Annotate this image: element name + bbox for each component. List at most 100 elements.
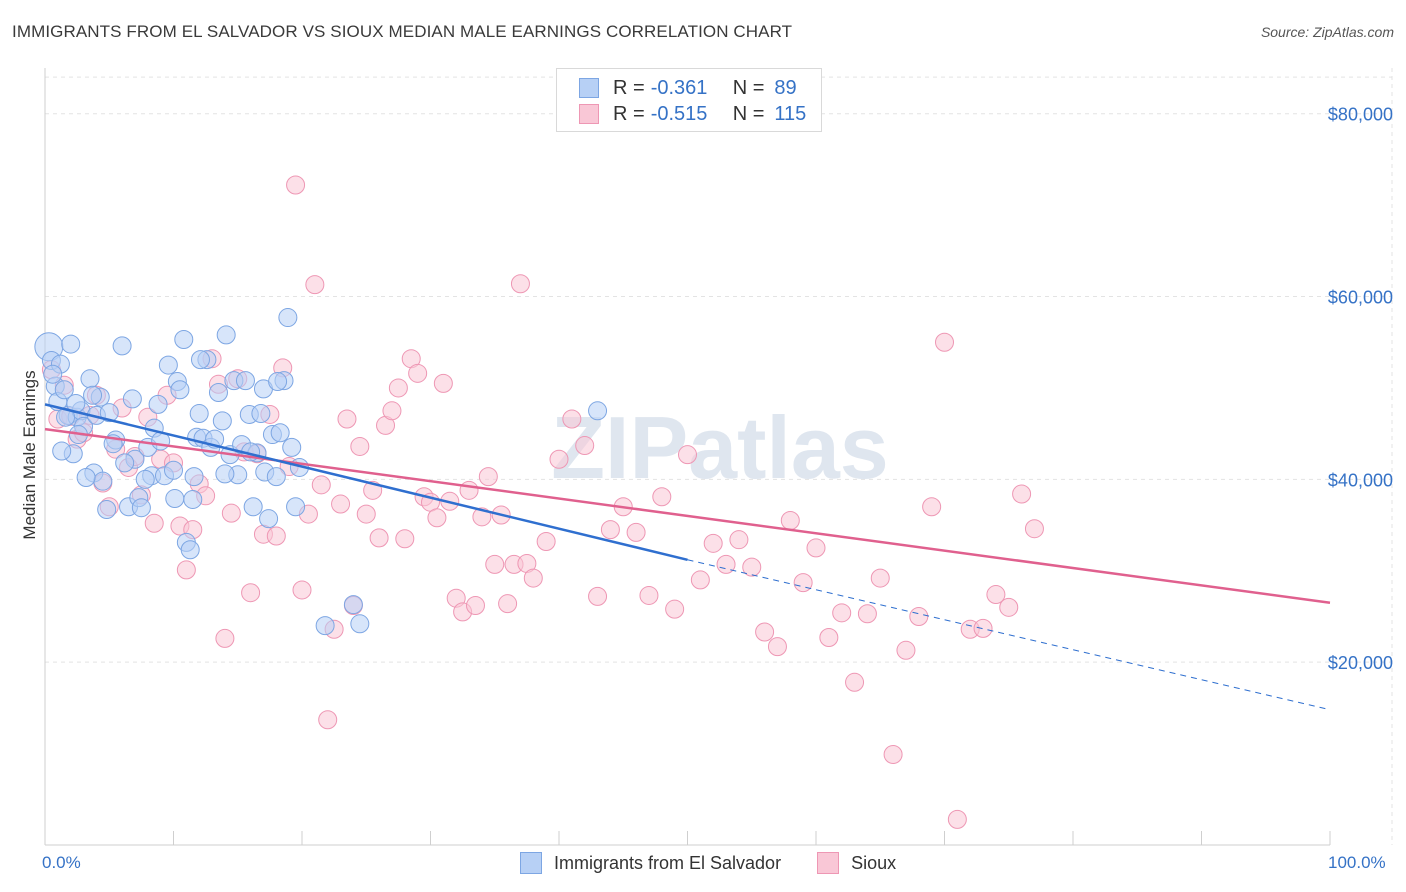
sioux-point <box>896 640 916 660</box>
sioux-point <box>832 603 852 623</box>
n-label: N = <box>732 103 765 125</box>
sioux-point <box>639 585 659 605</box>
el-salvador-point <box>268 372 288 392</box>
r-value: -0.515 <box>650 103 708 125</box>
sioux-point <box>549 449 569 469</box>
sioux-point <box>935 332 954 352</box>
sioux-point <box>999 597 1019 617</box>
legend-swatch-blue <box>520 852 542 874</box>
el-salvador-point <box>243 497 263 517</box>
legend: Immigrants from El Salvador Sioux <box>520 852 932 874</box>
sioux-point <box>523 568 543 588</box>
el-salvador-point <box>190 350 210 370</box>
el-salvador-trend-dashed <box>687 559 1331 711</box>
el-salvador-point <box>215 464 235 484</box>
x-tick-label-max: 100.0% <box>1328 853 1386 872</box>
sioux-point <box>510 274 530 294</box>
sioux-point <box>806 538 826 558</box>
sioux-point <box>703 533 723 553</box>
el-salvador-point <box>180 540 200 560</box>
y-tick-label: $60,000 <box>1328 288 1393 308</box>
sioux-point <box>498 594 518 614</box>
sioux-point <box>626 522 646 542</box>
trend-lines <box>44 403 1331 711</box>
sioux-point <box>318 710 338 730</box>
el-salvador-point <box>165 489 185 509</box>
sioux-point <box>485 554 505 574</box>
sioux-point <box>176 560 196 580</box>
sioux-point <box>819 627 839 647</box>
el-salvador-point <box>216 325 236 345</box>
sioux-point <box>742 557 762 577</box>
sioux-point <box>1012 484 1032 504</box>
sioux-point <box>331 494 351 514</box>
legend-swatch-pink <box>817 852 840 874</box>
sioux-point <box>652 487 672 507</box>
sioux-point <box>986 585 1006 605</box>
sioux-point <box>395 529 415 549</box>
el-salvador-point <box>43 364 63 384</box>
sioux-point <box>665 599 685 619</box>
watermark: ZIPatlas <box>551 398 888 497</box>
el-salvador-point <box>212 411 232 431</box>
el-salvador-point <box>112 336 132 356</box>
sioux-point <box>973 618 993 638</box>
sioux-point <box>433 373 453 393</box>
sioux-point <box>388 378 408 398</box>
el-salvador-point <box>189 404 209 424</box>
el-salvador-point <box>54 380 74 400</box>
sioux-point <box>286 175 306 195</box>
el-salvador-trend-line <box>44 403 688 562</box>
n-value: 89 <box>774 77 797 99</box>
sioux-point <box>909 606 929 626</box>
el-salvador-point <box>315 616 335 636</box>
sioux-trend-line <box>44 427 1331 604</box>
sioux-point <box>870 568 890 588</box>
el-salvador-point <box>80 369 100 389</box>
sioux-point <box>337 409 357 429</box>
el-salvador-point <box>183 489 203 509</box>
sioux-point <box>678 445 697 465</box>
sioux-point <box>350 436 370 456</box>
axes <box>44 68 1331 846</box>
sioux-point <box>311 475 331 495</box>
sioux-point <box>382 401 402 421</box>
sioux-point <box>215 628 235 648</box>
el-salvador-point <box>52 441 72 461</box>
sioux-point <box>729 530 749 550</box>
r-value: -0.361 <box>650 77 708 99</box>
sioux-point <box>292 580 312 600</box>
el-salvador-point <box>148 394 168 414</box>
sioux-point <box>562 409 582 429</box>
el-salvador-point <box>259 509 279 529</box>
sioux-point <box>755 622 775 642</box>
el-salvador-point <box>131 498 151 518</box>
el-salvador-point <box>76 468 96 488</box>
el-salvador-point <box>251 404 271 424</box>
sioux-point <box>369 528 389 548</box>
el-salvador-point <box>278 308 298 328</box>
sioux-point <box>465 596 485 616</box>
y-tick-label: $40,000 <box>1328 470 1393 490</box>
el-salvador-point <box>174 329 194 349</box>
stats-row-el-salvador: R = -0.361 N = 89 <box>579 76 797 100</box>
legend-item-el-salvador[interactable]: Immigrants from El Salvador <box>520 852 781 874</box>
sioux-point <box>266 526 286 546</box>
sioux-point <box>305 275 325 295</box>
legend-label: Sioux <box>851 852 897 873</box>
y-tick-labels: $20,000 $40,000 $60,000 $80,000 <box>1328 105 1393 673</box>
sioux-point <box>408 363 428 383</box>
sioux-point <box>427 508 447 528</box>
legend-item-sioux[interactable]: Sioux <box>817 852 896 874</box>
sioux-point <box>883 745 903 765</box>
el-salvador-point <box>170 380 190 400</box>
sioux-point <box>922 497 942 517</box>
sioux-point <box>947 809 967 829</box>
legend-label: Immigrants from El Salvador <box>554 852 782 873</box>
n-value: 115 <box>774 103 807 125</box>
el-salvador-point <box>235 371 255 391</box>
n-label: N = <box>732 77 765 99</box>
el-salvador-point <box>184 467 204 487</box>
sioux-point <box>845 672 865 692</box>
